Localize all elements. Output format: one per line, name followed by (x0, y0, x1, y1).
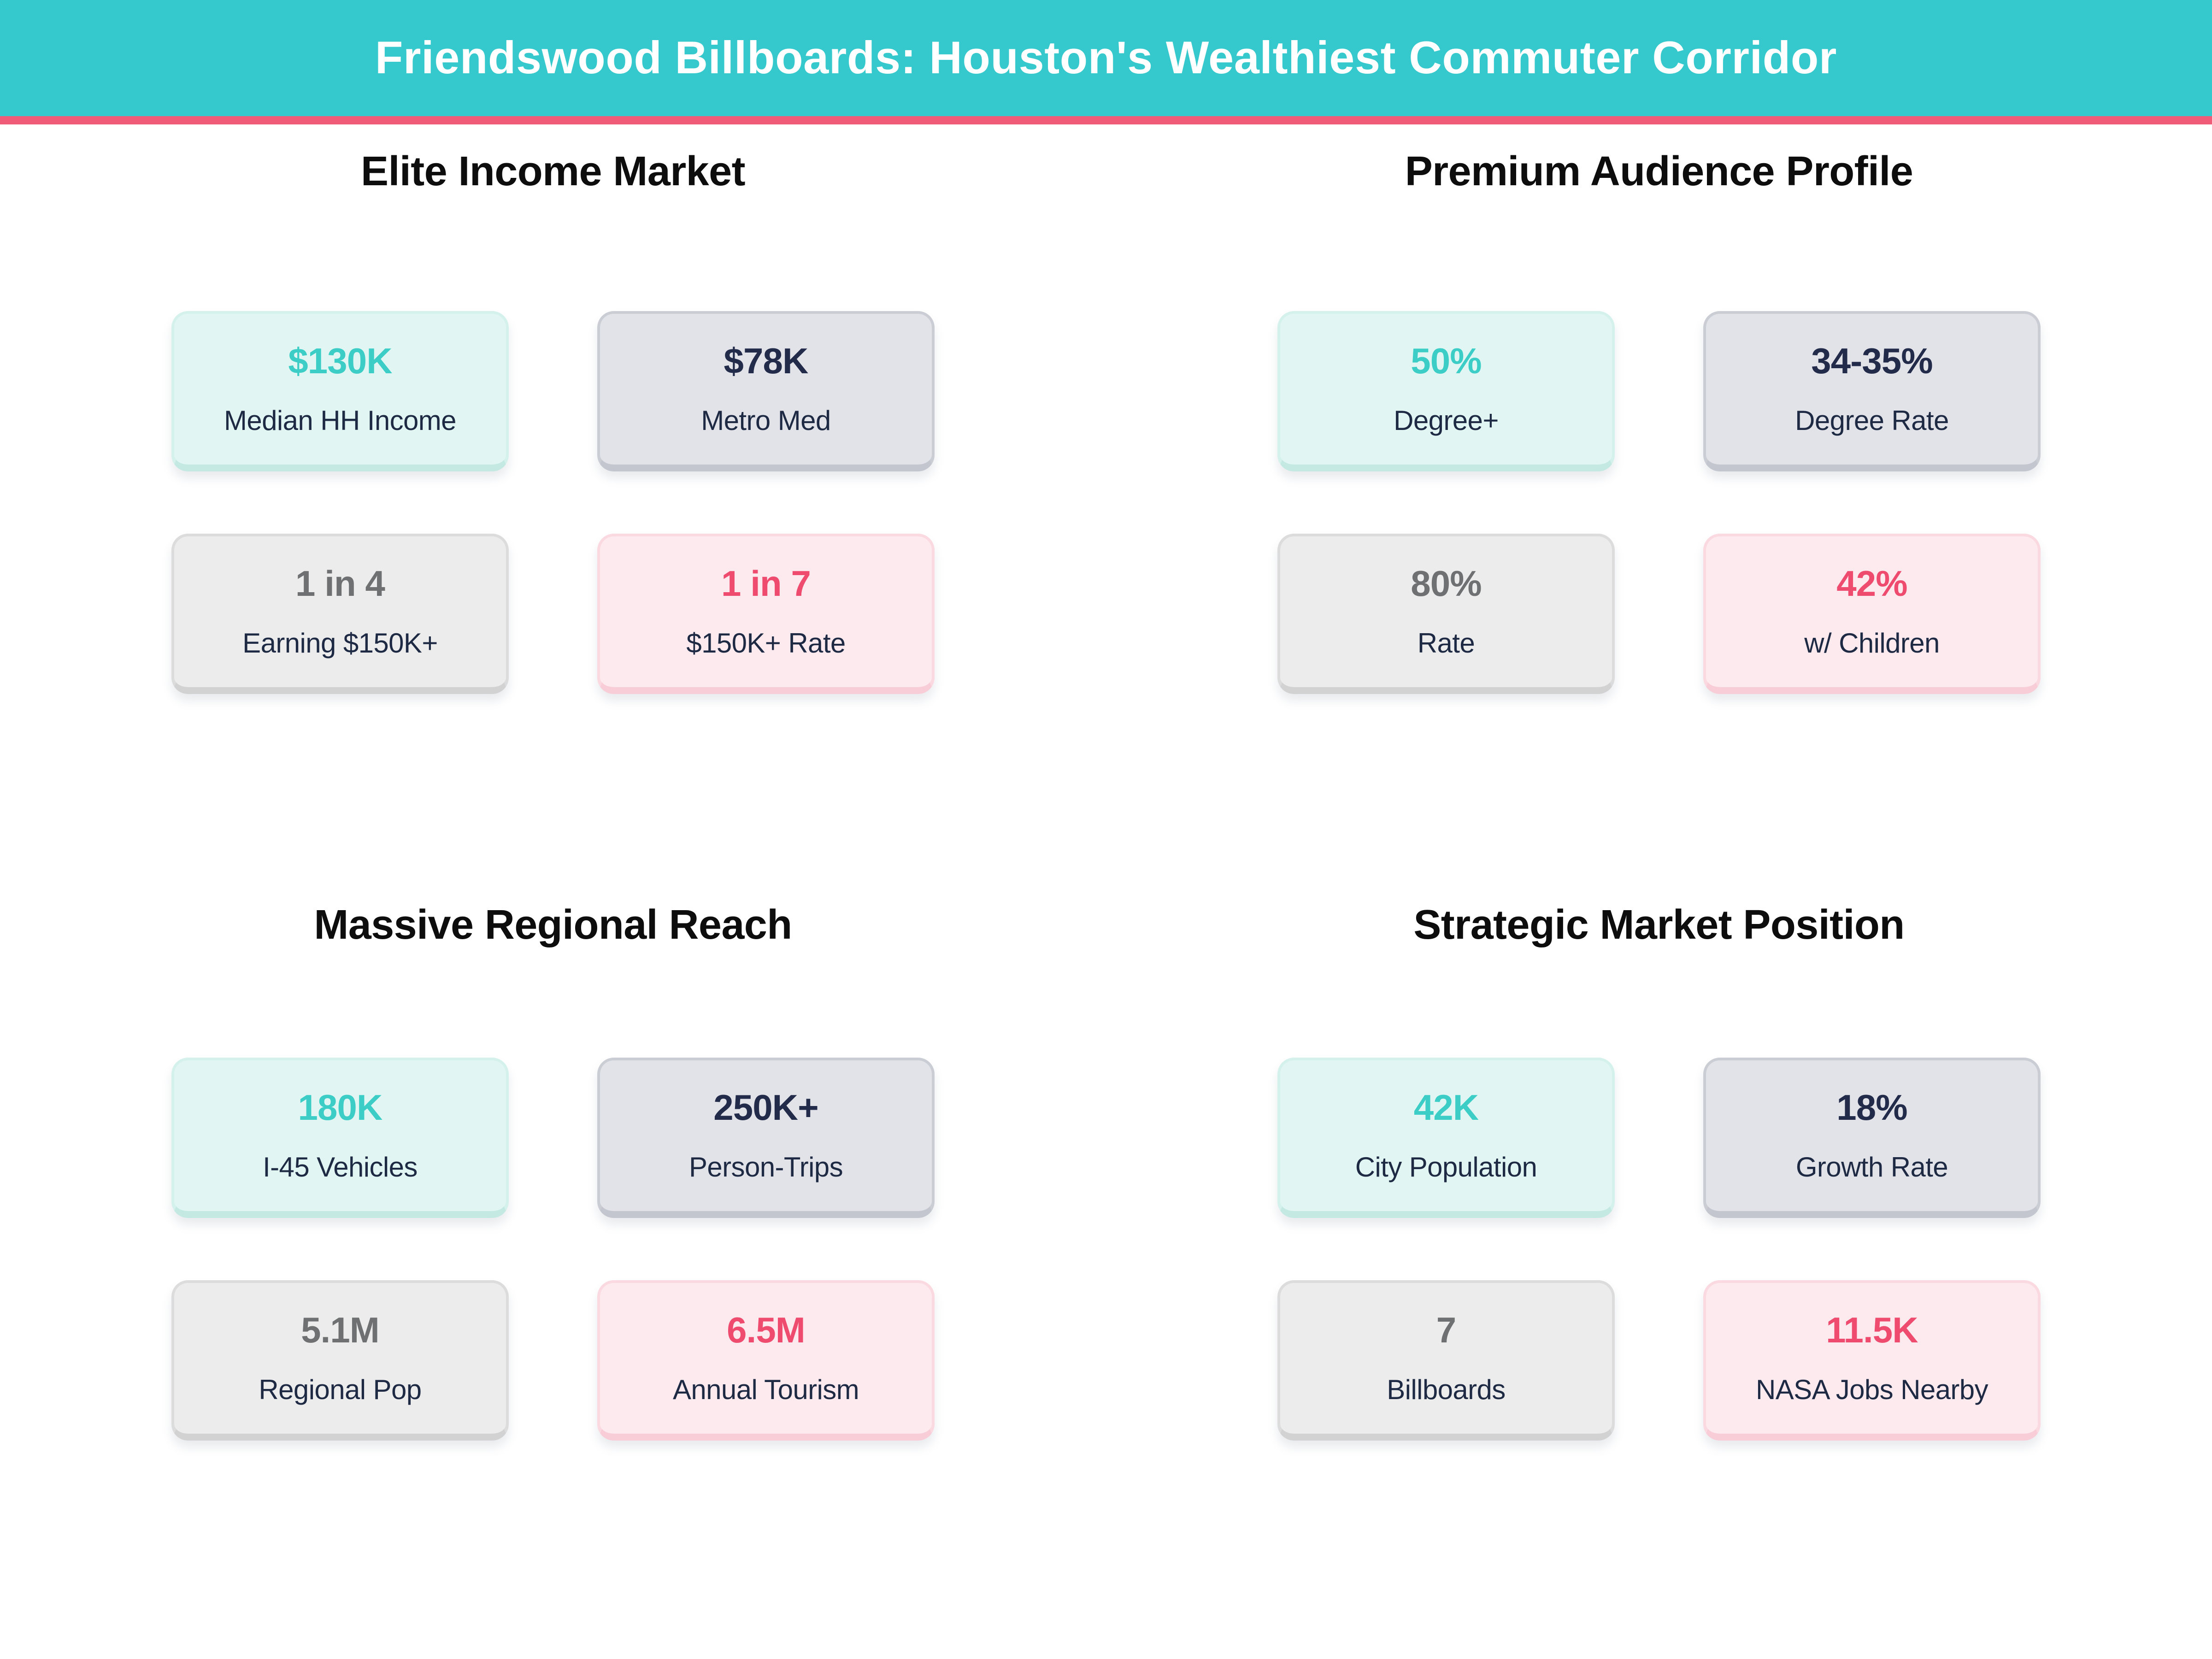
stat-card: 50% Degree+ (1277, 311, 1615, 471)
sections-grid: Elite Income Market $130K Median HH Inco… (0, 124, 2212, 1441)
stat-value: 80% (1411, 563, 1482, 604)
card-grid: 180K I-45 Vehicles 250K+ Person-Trips 5.… (171, 1058, 935, 1441)
stat-label: w/ Children (1804, 629, 1940, 659)
stat-label: I-45 Vehicles (263, 1153, 418, 1183)
stat-card: 11.5K NASA Jobs Nearby (1703, 1280, 2041, 1441)
section-title: Elite Income Market (361, 149, 746, 195)
stat-card: 1 in 7 $150K+ Rate (597, 534, 935, 694)
stat-card: 34-35% Degree Rate (1703, 311, 2041, 471)
section-title: Strategic Market Position (1413, 903, 1905, 948)
stat-value: 180K (298, 1087, 383, 1128)
stat-label: Earning $150K+ (242, 629, 438, 659)
section-title: Premium Audience Profile (1405, 149, 1913, 195)
stat-card: 7 Billboards (1277, 1280, 1615, 1441)
stat-value: 34-35% (1811, 340, 1933, 382)
stat-value: 1 in 7 (721, 563, 811, 604)
stat-value: 42K (1413, 1087, 1479, 1128)
stat-card: 42% w/ Children (1703, 534, 2041, 694)
stat-label: Median HH Income (224, 406, 457, 437)
stat-label: Billboards (1387, 1376, 1506, 1406)
section-strategic-market-position: Strategic Market Position 42K City Popul… (1106, 694, 2212, 1441)
stat-label: $150K+ Rate (686, 629, 846, 659)
card-grid: 42K City Population 18% Growth Rate 7 Bi… (1277, 1058, 2041, 1441)
stat-label: Annual Tourism (672, 1376, 859, 1406)
stat-card: $130K Median HH Income (171, 311, 509, 471)
stat-card: 80% Rate (1277, 534, 1615, 694)
stat-label: Degree Rate (1795, 406, 1949, 437)
stat-label: Metro Med (701, 406, 831, 437)
section-premium-audience-profile: Premium Audience Profile 50% Degree+ 34-… (1106, 124, 2212, 694)
stat-card: 5.1M Regional Pop (171, 1280, 509, 1441)
stat-value: 250K+ (713, 1087, 818, 1128)
stat-card: $78K Metro Med (597, 311, 935, 471)
stat-value: 1 in 4 (295, 563, 385, 604)
stat-value: $78K (724, 340, 809, 382)
stat-card: 18% Growth Rate (1703, 1058, 2041, 1218)
stat-card: 6.5M Annual Tourism (597, 1280, 935, 1441)
card-grid: $130K Median HH Income $78K Metro Med 1 … (171, 311, 935, 694)
stat-value: 42% (1836, 563, 1907, 604)
stat-value: 7 (1436, 1309, 1456, 1351)
stat-card: 1 in 4 Earning $150K+ (171, 534, 509, 694)
page-title: Friendswood Billboards: Houston's Wealth… (375, 32, 1837, 83)
stat-value: 18% (1836, 1087, 1907, 1128)
stat-value: 11.5K (1826, 1309, 1918, 1351)
stat-value: 6.5M (727, 1309, 806, 1351)
stat-value: 5.1M (301, 1309, 380, 1351)
stat-value: $130K (288, 340, 392, 382)
stat-label: Growth Rate (1795, 1153, 1948, 1183)
stat-label: Degree+ (1394, 406, 1499, 437)
stat-card: 180K I-45 Vehicles (171, 1058, 509, 1218)
stat-card: 250K+ Person-Trips (597, 1058, 935, 1218)
stat-value: 50% (1411, 340, 1482, 382)
stat-label: Person-Trips (688, 1153, 843, 1183)
stat-label: Regional Pop (259, 1376, 422, 1406)
stat-label: City Population (1355, 1153, 1537, 1183)
stat-card: 42K City Population (1277, 1058, 1615, 1218)
stat-label: NASA Jobs Nearby (1756, 1376, 1988, 1406)
section-elite-income-market: Elite Income Market $130K Median HH Inco… (0, 124, 1106, 694)
section-massive-regional-reach: Massive Regional Reach 180K I-45 Vehicle… (0, 694, 1106, 1441)
stat-label: Rate (1417, 629, 1475, 659)
section-title: Massive Regional Reach (314, 903, 792, 948)
card-grid: 50% Degree+ 34-35% Degree Rate 80% Rate … (1277, 311, 2041, 694)
header-banner: Friendswood Billboards: Houston's Wealth… (0, 0, 2212, 124)
